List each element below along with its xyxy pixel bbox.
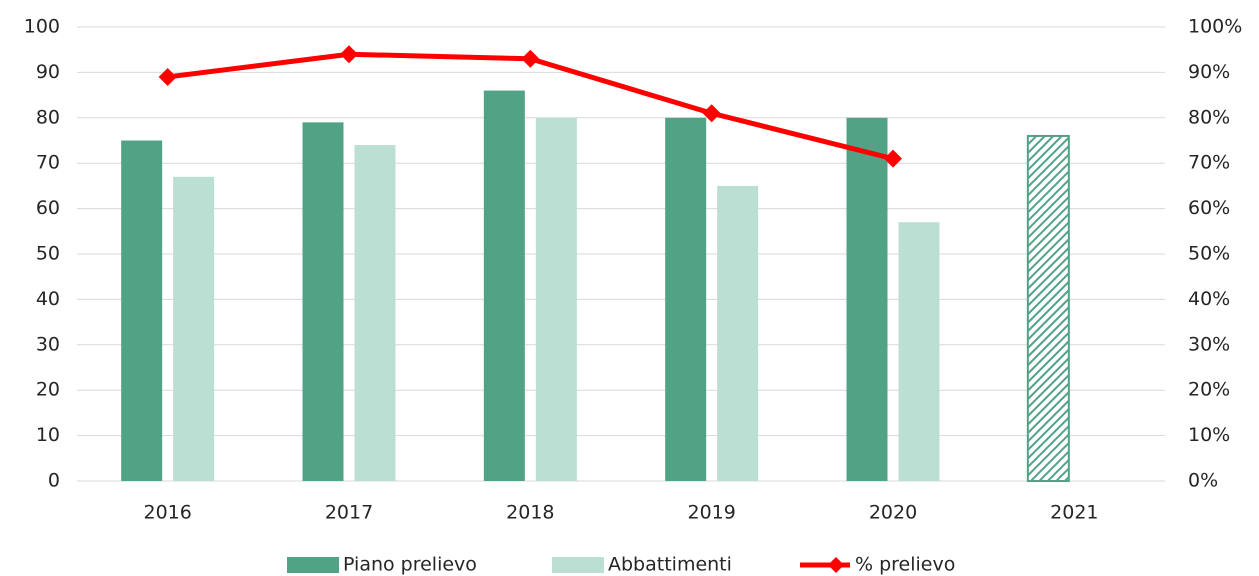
marker bbox=[521, 49, 540, 68]
x-tick-label: 2020 bbox=[869, 502, 917, 524]
bar bbox=[717, 185, 759, 481]
y-tick-label: 70 bbox=[36, 152, 60, 174]
y2-tick-label: 30% bbox=[1188, 333, 1230, 355]
x-tick-label: 2017 bbox=[325, 502, 373, 524]
y2-tick-label: 90% bbox=[1188, 61, 1230, 83]
x-tick-label: 2019 bbox=[687, 502, 735, 524]
y2-tick-label: 40% bbox=[1188, 288, 1230, 310]
marker bbox=[702, 104, 721, 123]
legend-label: % prelievo bbox=[855, 554, 955, 576]
bar bbox=[1026, 134, 1070, 483]
y2-tick-label: 10% bbox=[1188, 424, 1230, 446]
y-tick-label: 90 bbox=[36, 61, 60, 83]
bar bbox=[846, 117, 888, 482]
legend-label: Abbattimenti bbox=[608, 554, 732, 576]
x-tick-label: 2018 bbox=[506, 502, 554, 524]
y2-tick-label: 60% bbox=[1188, 197, 1230, 219]
y-tick-label: 0 bbox=[48, 470, 60, 492]
y-tick-label: 30 bbox=[36, 333, 60, 355]
legend-swatch bbox=[552, 557, 604, 573]
y2-tick-label: 20% bbox=[1188, 379, 1230, 401]
y-tick-label: 100 bbox=[24, 16, 60, 38]
y2-tick-label: 80% bbox=[1188, 106, 1230, 128]
y-tick-label: 80 bbox=[36, 106, 60, 128]
line bbox=[167, 51, 894, 162]
x-tick-label: 2016 bbox=[143, 502, 191, 524]
bar bbox=[483, 90, 525, 481]
marker bbox=[340, 45, 358, 64]
y-tick-label: 20 bbox=[36, 379, 60, 401]
bar bbox=[173, 176, 215, 481]
bar bbox=[535, 117, 577, 482]
y2-tick-label: 100% bbox=[1188, 16, 1242, 38]
bar bbox=[302, 122, 344, 481]
y2-tick-label: 0% bbox=[1188, 470, 1218, 492]
bar bbox=[121, 140, 163, 481]
x-tick-label: 2021 bbox=[1050, 502, 1098, 524]
y-tick-label: 50 bbox=[36, 243, 60, 265]
y2-tick-label: 50% bbox=[1188, 243, 1230, 265]
y-tick-label: 40 bbox=[36, 288, 60, 310]
y2-tick-label: 70% bbox=[1188, 152, 1230, 174]
bar bbox=[665, 117, 707, 482]
y-tick-label: 60 bbox=[36, 197, 60, 219]
legend-label: Piano prelievo bbox=[343, 554, 477, 576]
marker bbox=[158, 67, 177, 86]
marker bbox=[884, 149, 902, 168]
bar bbox=[898, 222, 940, 481]
legend-swatch bbox=[287, 557, 339, 573]
legend-marker bbox=[828, 557, 844, 573]
y-tick-label: 10 bbox=[36, 424, 60, 446]
bar bbox=[354, 145, 396, 482]
